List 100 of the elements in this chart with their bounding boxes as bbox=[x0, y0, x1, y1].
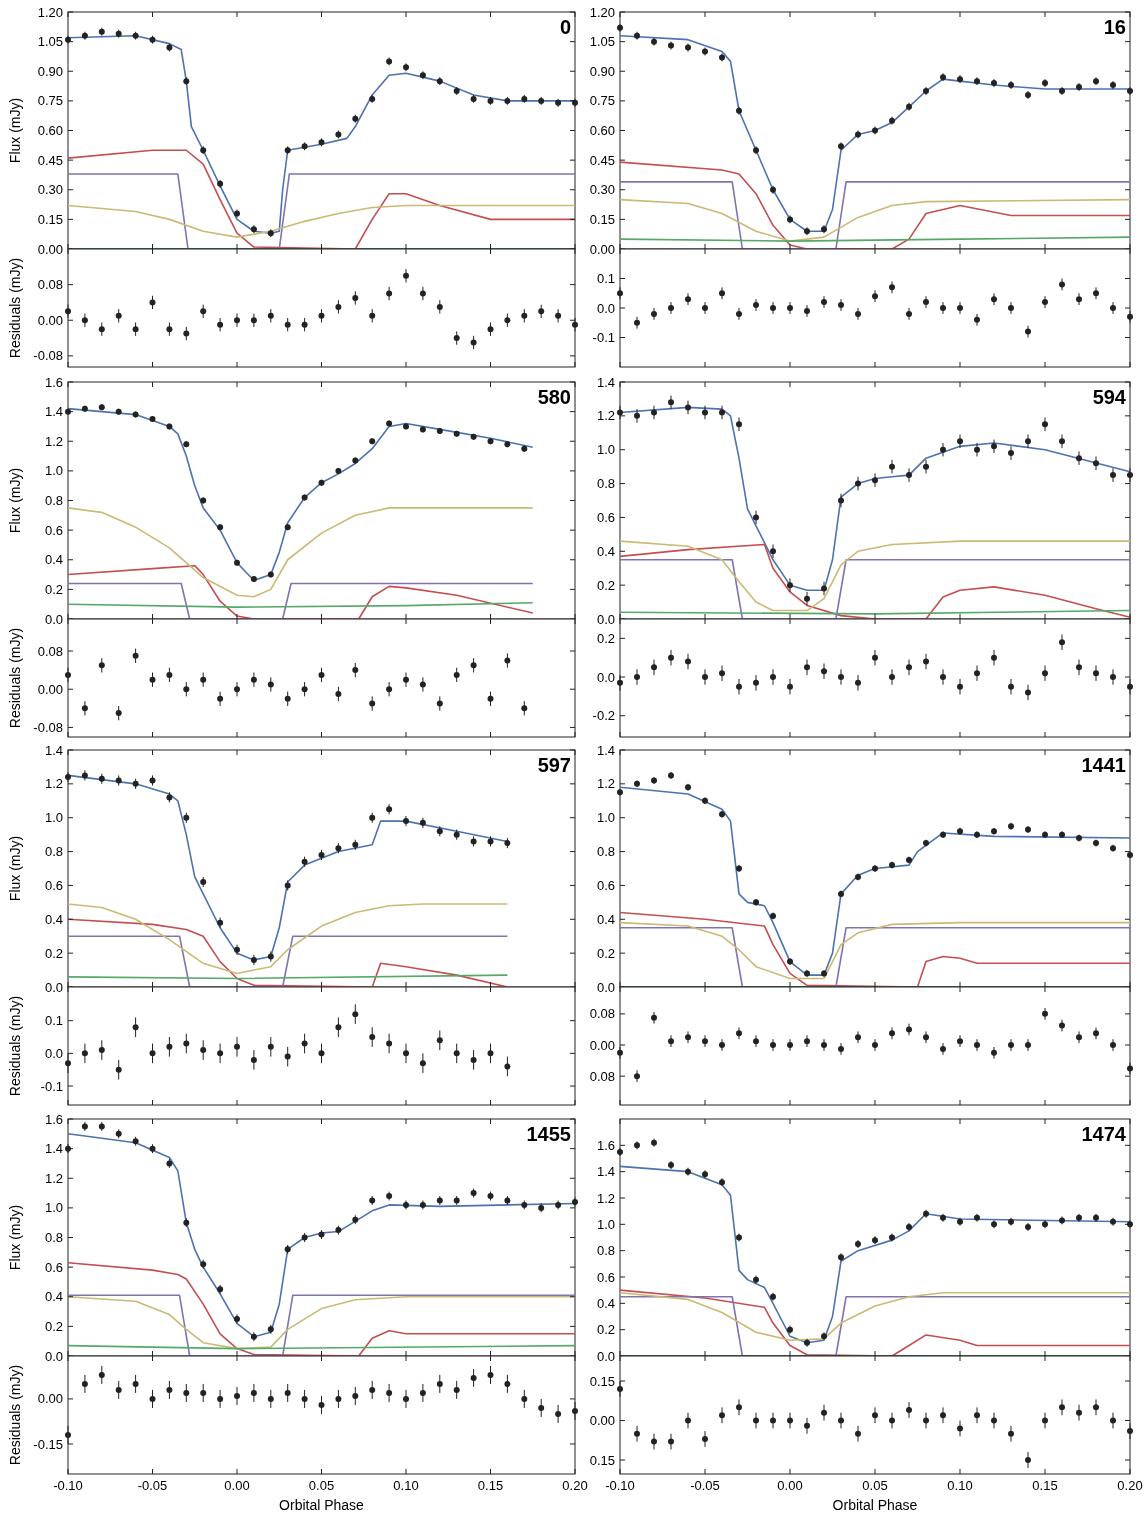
y-tick-label: 1.2 bbox=[596, 1190, 615, 1206]
y-tick-label: 0.0 bbox=[44, 1348, 63, 1364]
y-tick-label: 1.6 bbox=[44, 374, 63, 390]
y-tick-label: 0.08 bbox=[37, 277, 63, 293]
y-axis-title: Flux (mJy) bbox=[7, 835, 23, 902]
y-tick-label: -0.08 bbox=[33, 720, 63, 735]
y-tick-label: -0.15 bbox=[33, 1436, 63, 1452]
y-tick-label: 0.0 bbox=[596, 300, 615, 316]
y-tick-label: 1.0 bbox=[596, 1216, 615, 1232]
y-tick-label: 0.75 bbox=[589, 93, 615, 109]
y-tick-label: 0.00 bbox=[589, 241, 615, 257]
y-tick-label: 0.15 bbox=[589, 1373, 615, 1389]
chart-title: 1455 bbox=[526, 1123, 571, 1145]
y-tick-label: 1.4 bbox=[596, 374, 615, 390]
y-tick-label: 0.30 bbox=[589, 182, 615, 198]
y-tick-label: 0.6 bbox=[44, 1259, 63, 1275]
y-tick-label: 0.0 bbox=[596, 1348, 615, 1364]
x-tick-label: 0.00 bbox=[224, 1478, 250, 1493]
y-tick-label: 0.6 bbox=[44, 522, 63, 538]
x-tick-label: -0.10 bbox=[605, 1478, 635, 1493]
y-tick-label: 1.05 bbox=[37, 34, 63, 50]
y-tick-label: 0.8 bbox=[44, 844, 63, 860]
y-tick-label: 0.2 bbox=[596, 630, 615, 646]
x-tick-label: 0.20 bbox=[562, 1478, 588, 1493]
y-tick-label: 0.2 bbox=[44, 581, 63, 597]
y-tick-label: 0.60 bbox=[589, 123, 615, 139]
y-tick-label: 1.0 bbox=[44, 1200, 63, 1216]
y-tick-label: 0.90 bbox=[589, 63, 615, 79]
y-tick-label: 0.00 bbox=[37, 1391, 63, 1407]
y-tick-label: 0.6 bbox=[596, 877, 615, 893]
y-tick-label: 0.1 bbox=[44, 1013, 63, 1029]
y-tick-label: 0.0 bbox=[44, 611, 63, 627]
y-tick-label: 0.2 bbox=[596, 945, 615, 961]
y-tick-label: 0.4 bbox=[596, 911, 615, 927]
y-tick-label: 0.8 bbox=[596, 1243, 615, 1259]
y-tick-label: 0.08 bbox=[589, 1006, 615, 1022]
y-tick-label: 0.0 bbox=[596, 669, 615, 685]
y-tick-label: 1.0 bbox=[44, 810, 63, 826]
x-axis-title: Orbital Phase bbox=[832, 1497, 918, 1513]
x-tick-label: 0.20 bbox=[1117, 1478, 1143, 1493]
y-tick-label: 0.6 bbox=[596, 1269, 615, 1285]
y-tick-label: 0.8 bbox=[44, 1230, 63, 1246]
y-tick-label: 0.00 bbox=[589, 1413, 615, 1429]
y-tick-label: 0.00 bbox=[37, 681, 63, 697]
x-tick-label: 0.05 bbox=[862, 1478, 888, 1493]
y-tick-label: 0.8 bbox=[596, 844, 615, 860]
y-tick-label: 0.00 bbox=[37, 241, 63, 257]
y-tick-label: -0.2 bbox=[592, 708, 615, 724]
y-tick-label: 1.2 bbox=[596, 776, 615, 792]
y-tick-label: 0.4 bbox=[44, 552, 63, 568]
y-axis-title: Flux (mJy) bbox=[7, 1204, 23, 1271]
x-tick-label: 0.10 bbox=[393, 1478, 419, 1493]
y-tick-label: 0.2 bbox=[596, 1322, 615, 1338]
y-tick-label: 0.30 bbox=[37, 182, 63, 198]
y-tick-label: 0.6 bbox=[44, 877, 63, 893]
y-tick-label: 1.4 bbox=[44, 404, 63, 420]
y-tick-label: 1.4 bbox=[44, 742, 63, 758]
y-tick-label: 0.0 bbox=[596, 611, 615, 627]
y-tick-label: 1.4 bbox=[44, 1141, 63, 1157]
chart-title: 1474 bbox=[1081, 1123, 1127, 1145]
y-tick-label: 1.2 bbox=[44, 1170, 63, 1186]
y-tick-label: 0.00 bbox=[589, 1037, 615, 1053]
y-axis-title: Flux (mJy) bbox=[7, 467, 23, 534]
y-tick-label: 1.0 bbox=[596, 442, 615, 458]
y-tick-label: 0.15 bbox=[37, 211, 63, 227]
y-tick-label: 0.2 bbox=[44, 1318, 63, 1334]
y-tick-label: 0.08 bbox=[37, 643, 63, 659]
y-tick-label: 0.4 bbox=[596, 543, 615, 559]
y-tick-label: 0.00 bbox=[37, 312, 63, 328]
x-tick-label: 0.05 bbox=[308, 1478, 335, 1493]
chart-title: 16 bbox=[1103, 16, 1126, 38]
y-tick-label: 0.45 bbox=[589, 152, 615, 168]
y-tick-label: 0.4 bbox=[44, 1289, 63, 1305]
y-tick-label: 0.15 bbox=[589, 1452, 615, 1468]
x-axis-title: Orbital Phase bbox=[279, 1497, 365, 1513]
chart-title: 594 bbox=[1092, 386, 1127, 408]
y-axis-title: Residuals (mJy) bbox=[7, 627, 23, 729]
x-tick-label: 0.15 bbox=[1032, 1478, 1058, 1493]
y-tick-label: -0.08 bbox=[33, 348, 63, 364]
y-tick-label: 0.6 bbox=[596, 509, 615, 525]
y-axis-title: Flux (mJy) bbox=[7, 97, 23, 164]
y-tick-label: 1.2 bbox=[44, 776, 63, 792]
y-tick-label: 0.4 bbox=[44, 911, 63, 927]
y-tick-label: 0.15 bbox=[589, 211, 615, 227]
x-tick-label: -0.05 bbox=[690, 1478, 720, 1493]
chart-title: 1441 bbox=[1081, 754, 1126, 776]
y-tick-label: 0.4 bbox=[596, 1295, 615, 1311]
x-tick-label: -0.05 bbox=[137, 1478, 168, 1493]
chart-title: 580 bbox=[537, 386, 571, 408]
y-tick-label: 0.8 bbox=[596, 476, 615, 492]
y-axis-title: Residuals (mJy) bbox=[7, 257, 23, 359]
y-tick-label: 0.1 bbox=[596, 271, 615, 287]
y-tick-label: 1.6 bbox=[596, 1137, 615, 1153]
y-tick-label: 0.75 bbox=[37, 93, 63, 109]
y-tick-label: -0.1 bbox=[592, 330, 615, 346]
y-tick-label: 0.60 bbox=[37, 123, 63, 139]
y-tick-label: 1.0 bbox=[596, 810, 615, 826]
y-tick-label: -0.1 bbox=[40, 1078, 63, 1094]
y-tick-label: 0.45 bbox=[37, 152, 63, 168]
y-tick-label: 0.0 bbox=[44, 979, 63, 995]
